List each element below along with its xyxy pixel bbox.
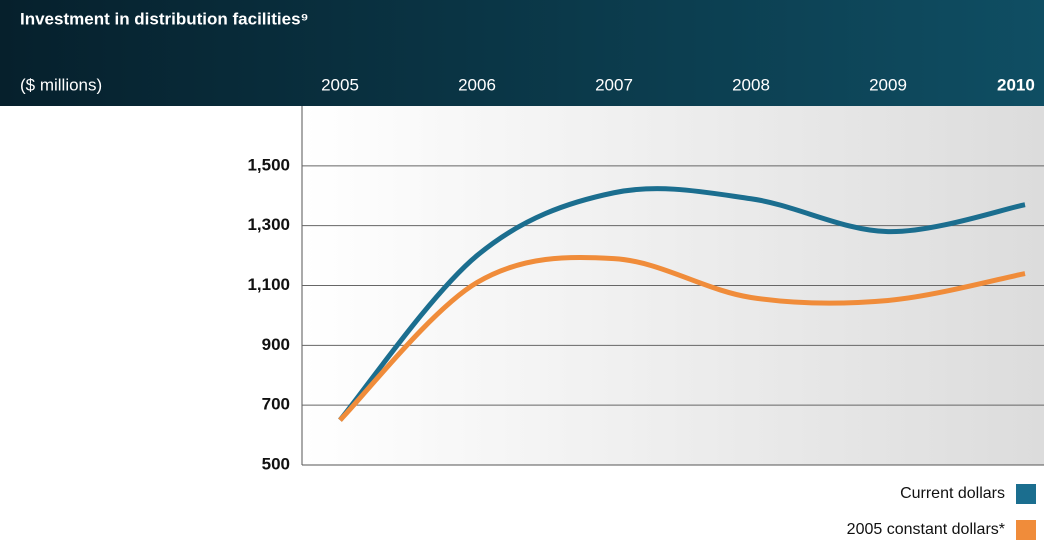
header-band	[0, 0, 1044, 106]
y-tick-label: 700	[262, 395, 290, 414]
x-tick-label: 2009	[869, 75, 907, 94]
series-line	[338, 254, 1026, 422]
series-line	[338, 186, 1026, 422]
y-tick-label: 900	[262, 335, 290, 354]
x-tick-label: 2006	[458, 75, 496, 94]
legend-swatch	[1016, 520, 1036, 540]
y-tick-label: 1,100	[247, 275, 290, 294]
legend-swatch	[1016, 484, 1036, 504]
unit-label: ($ millions)	[20, 75, 102, 94]
legend-label: Current dollars	[900, 485, 1005, 502]
legend-label: 2005 constant dollars*	[847, 521, 1005, 538]
x-tick-label: 2010	[997, 75, 1035, 94]
chart-title: Investment in distribution facilities⁹	[20, 9, 309, 28]
y-tick-label: 1,500	[247, 155, 290, 174]
x-tick-label: 2008	[732, 75, 770, 94]
x-tick-label: 2007	[595, 75, 633, 94]
x-tick-label: 2005	[321, 75, 359, 94]
y-tick-label: 1,300	[247, 215, 290, 234]
y-tick-label: 500	[262, 454, 290, 473]
